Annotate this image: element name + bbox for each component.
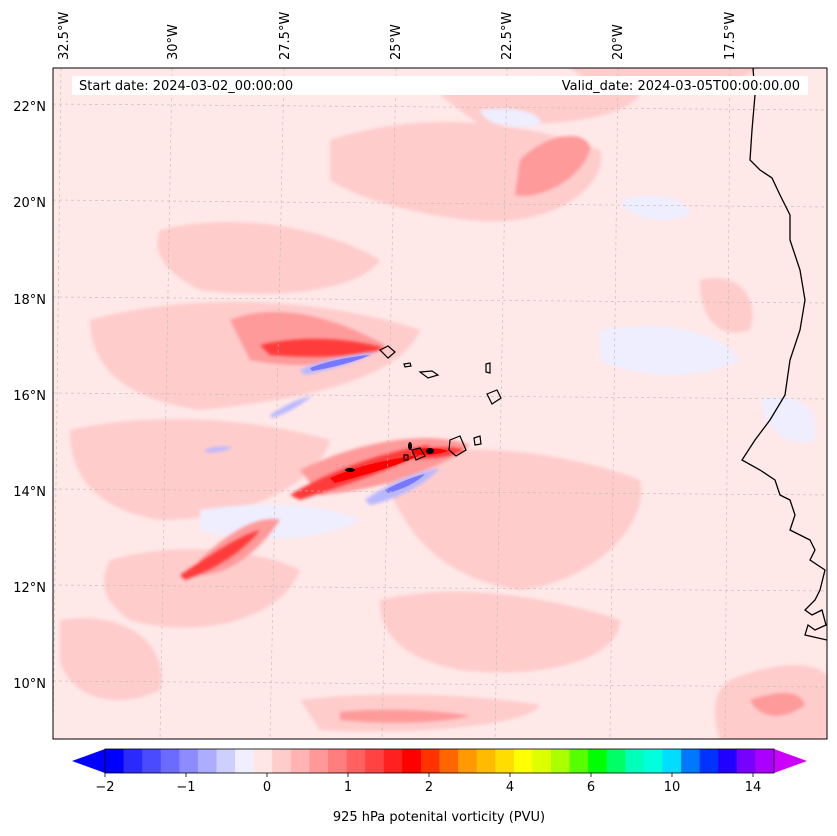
colorbar-tick-label: 1 [344, 780, 352, 795]
island-fills [345, 442, 434, 472]
lon-label: 30°W [166, 24, 181, 60]
colorbar-tick-label: −1 [176, 780, 195, 795]
lat-label: 20°N [13, 196, 46, 211]
start-date-label: Start date: 2024-03-02_00:00:00 [79, 79, 293, 94]
colorbar-cell [625, 749, 645, 773]
african-coastline [741, 68, 827, 641]
map-panel [53, 68, 827, 739]
colorbar-cell [216, 749, 236, 773]
colorbar-cell [551, 749, 571, 773]
colorbar-cell [105, 749, 125, 773]
colorbar-cell [495, 749, 515, 773]
lon-label: 17.5°W [723, 12, 738, 60]
colorbar-cell [532, 749, 552, 773]
longitude-labels: 32.5°W 30°W 27.5°W 25°W 22.5°W 20°W 17.5… [57, 12, 738, 60]
colorbar-cell [160, 749, 180, 773]
colorbar-tick-label: 6 [587, 780, 595, 795]
colorbar-cell [179, 749, 199, 773]
colorbar-tick-label: 14 [745, 780, 762, 795]
colorbar-extend-max [774, 749, 807, 773]
colorbar-cell [197, 749, 217, 773]
colorbar-cell [458, 749, 478, 773]
lon-label: 27.5°W [278, 12, 293, 60]
valid-date-label: Valid_date: 2024-03-05T00:00:00.00 [562, 79, 800, 94]
pv-blue-core-b [385, 474, 425, 493]
colorbar-cell [476, 749, 496, 773]
lat-label: 22°N [13, 100, 46, 115]
island-coastlines [378, 345, 502, 461]
colorbar-ticks: −2 −1 0 1 2 4 6 10 14 [95, 773, 761, 795]
lon-label: 20°W [611, 24, 626, 60]
lat-label: 16°N [13, 389, 46, 404]
colorbar-tick-label: 2 [425, 780, 433, 795]
colorbar-cell [513, 749, 533, 773]
colorbar-cell [383, 749, 403, 773]
colorbar-tick-label: 10 [664, 780, 681, 795]
colorbar-tick-label: 4 [506, 780, 514, 795]
colorbar-cell [123, 749, 143, 773]
colorbar-cell [420, 749, 440, 773]
colorbar-title: 925 hPa potenital vorticity (PVU) [333, 810, 545, 825]
colorbar-cells [105, 749, 775, 773]
colorbar-cell [588, 749, 608, 773]
colorbar-tick-label: 0 [263, 780, 271, 795]
colorbar-cell [662, 749, 682, 773]
colorbar-extend-min [72, 749, 105, 773]
lat-label: 14°N [13, 485, 46, 500]
lat-label: 12°N [13, 581, 46, 596]
colorbar-cell [309, 749, 329, 773]
colorbar-cell [235, 749, 255, 773]
colorbar-cell [755, 749, 775, 773]
lat-label: 18°N [13, 293, 46, 308]
colorbar-cell [643, 749, 663, 773]
colorbar-cell [290, 749, 310, 773]
lat-label: 10°N [13, 677, 46, 692]
header-banner [72, 76, 808, 95]
colorbar-cell [699, 749, 719, 773]
lon-label: 32.5°W [57, 12, 72, 60]
colorbar-cell [346, 749, 366, 773]
colorbar-frame [104, 748, 775, 774]
colorbar-cell [253, 749, 273, 773]
colorbar-cell [272, 749, 292, 773]
colorbar-cell [718, 749, 738, 773]
colorbar-cell [365, 749, 385, 773]
colorbar-cell [681, 749, 701, 773]
colorbar-cell [439, 749, 459, 773]
map-frame [52, 67, 828, 740]
pv-blue-core-a [310, 355, 370, 371]
colorbar-cell [142, 749, 162, 773]
colorbar-cell [328, 749, 348, 773]
gridlines [53, 68, 827, 739]
colorbar-cell [402, 749, 422, 773]
colorbar: −2 −1 0 1 2 4 6 10 14 925 hPa potenital vorticit… [72, 748, 807, 825]
lon-label: 25°W [389, 24, 404, 60]
lon-label: 22.5°W [500, 12, 515, 60]
latitude-labels: 22°N 20°N 18°N 16°N 14°N 12°N 10°N [13, 100, 46, 692]
colorbar-cell [736, 749, 756, 773]
colorbar-cell [569, 749, 589, 773]
colorbar-cell [606, 749, 626, 773]
colorbar-tick-label: −2 [95, 780, 114, 795]
